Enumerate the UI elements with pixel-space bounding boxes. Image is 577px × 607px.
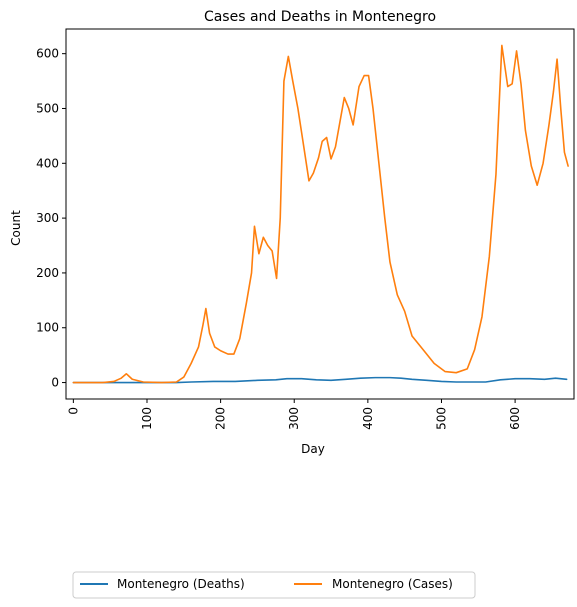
y-tick-label: 100 xyxy=(36,321,59,335)
y-axis-ticks: 0 100 200 300 400 500 600 xyxy=(36,47,66,390)
x-tick-label: 600 xyxy=(508,407,522,430)
x-axis-ticks: 0100200300400500600700 xyxy=(66,399,577,430)
y-axis-label: Count xyxy=(9,210,23,246)
legend-label-cases: Montenegro (Cases) xyxy=(332,577,453,591)
series-lines xyxy=(73,45,568,382)
plot-area: 0100200300400500600700 01002003004005006… xyxy=(36,29,577,430)
legend-label-deaths: Montenegro (Deaths) xyxy=(117,577,245,591)
x-tick-label: 0 xyxy=(66,407,80,415)
series-line-cases xyxy=(73,45,568,382)
chart-title: Cases and Deaths in Montenegro xyxy=(204,9,436,25)
x-tick-label: 400 xyxy=(361,407,375,430)
y-tick-label: 600 xyxy=(36,47,59,61)
legend: Montenegro (Deaths) Montenegro (Cases) xyxy=(73,572,475,598)
y-tick-label: 0 xyxy=(51,376,59,390)
x-tick-label: 100 xyxy=(140,407,154,430)
x-axis-label: Day xyxy=(301,442,325,456)
y-tick-label: 300 xyxy=(36,211,59,225)
y-tick-label: 200 xyxy=(36,266,59,280)
axes-frame xyxy=(66,29,574,399)
y-tick-label: 400 xyxy=(36,156,59,170)
x-tick-label: 200 xyxy=(214,407,228,430)
x-tick-label: 500 xyxy=(434,407,448,430)
y-tick-label: 500 xyxy=(36,101,59,115)
x-tick-label: 300 xyxy=(287,407,301,430)
